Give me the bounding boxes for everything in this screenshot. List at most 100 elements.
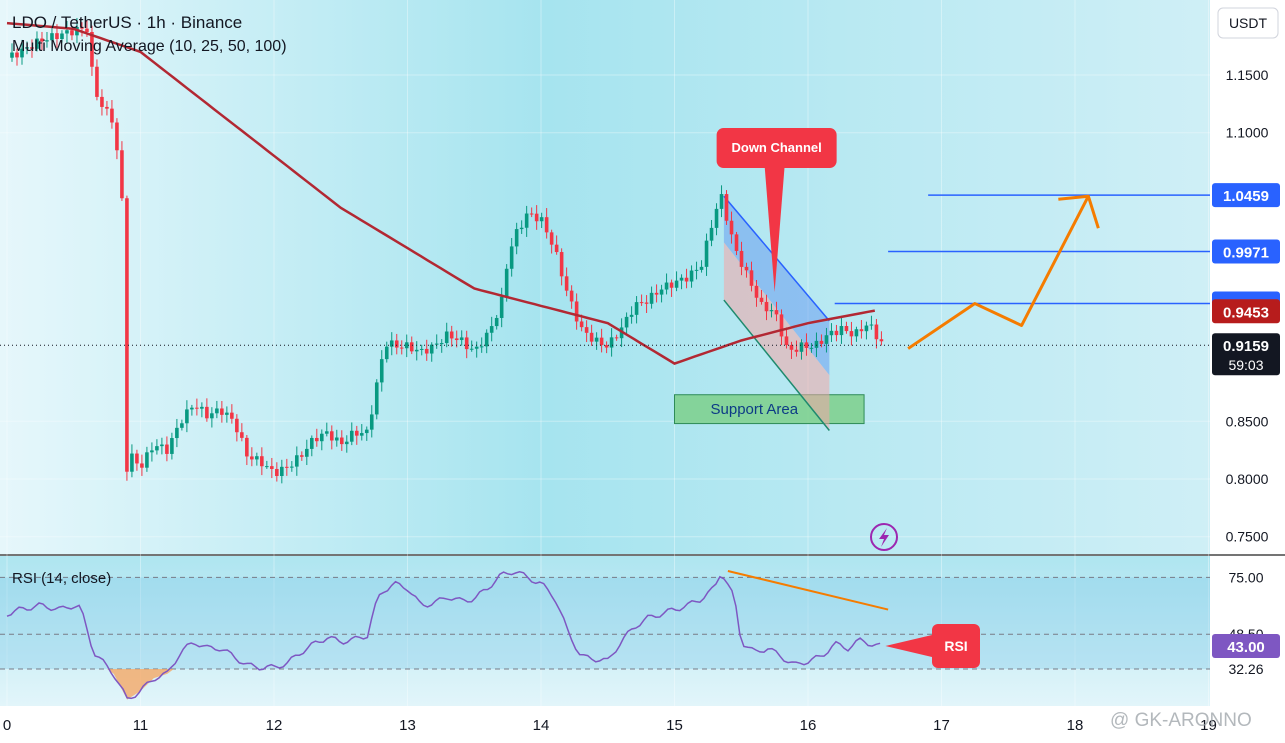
candle-body (854, 329, 859, 337)
candle-body (280, 466, 284, 477)
candle-body (864, 325, 869, 332)
candle-body (319, 433, 324, 442)
candle-body (744, 266, 749, 271)
candle-body (439, 343, 444, 345)
ma-layer (6, 21, 876, 365)
candle-body (190, 407, 194, 410)
candle-body (589, 332, 594, 342)
candle-body (419, 348, 424, 350)
candle-body (145, 452, 149, 468)
candle-body (644, 302, 649, 304)
candle-body (329, 431, 334, 441)
candle-body (594, 337, 599, 342)
candle-body (739, 250, 744, 267)
candle-body (699, 266, 704, 270)
price-label-box (1212, 183, 1280, 208)
candle-body (634, 302, 639, 315)
candle-body (859, 329, 864, 332)
x-tick-label: 16 (800, 717, 817, 734)
countdown-label: 59:03 (1228, 357, 1263, 373)
candle-body (499, 296, 504, 318)
candle-body (529, 213, 534, 215)
x-tick-label: 17 (933, 717, 950, 734)
currency-label: USDT (1229, 15, 1268, 31)
candle-body (724, 194, 729, 221)
currency-button[interactable]: USDT (1217, 7, 1279, 39)
candle-body (70, 30, 74, 36)
candle-body (215, 408, 219, 414)
candle-body (140, 463, 144, 468)
candle-body (494, 317, 499, 327)
candle-body (469, 348, 474, 350)
candle-body (479, 346, 484, 348)
candle-body (185, 409, 189, 424)
candle-body (849, 331, 854, 337)
y-tick-label: 0.8500 (1226, 413, 1269, 429)
candle-body (689, 270, 694, 282)
candle-body (434, 343, 439, 345)
candle-body (155, 446, 159, 451)
candle-body (180, 423, 184, 428)
candle-body (604, 345, 609, 348)
candle-body (275, 468, 279, 477)
candle-body (399, 347, 404, 349)
down-channel-label: Down Channel (731, 140, 821, 155)
down-channel-callout-pointer (764, 166, 785, 292)
candle-body (260, 456, 264, 467)
x-tick-label: 19 (1200, 717, 1217, 734)
price-label-box (1212, 239, 1280, 264)
candle-body (40, 38, 44, 42)
support-area-label: Support Area (711, 401, 799, 418)
candle-body (614, 337, 619, 339)
candle-body (290, 466, 294, 468)
candle-body (774, 310, 779, 315)
candle-body (534, 213, 539, 222)
watermark: @ GK-ARONNO (1110, 710, 1252, 731)
candle-body (85, 28, 89, 33)
candle-body (549, 232, 554, 245)
candle-body (235, 418, 239, 433)
support-area (674, 394, 865, 425)
candle-body (95, 66, 99, 97)
candle-body (230, 412, 234, 419)
candle-body (509, 246, 514, 269)
x-tick-label: 15 (666, 717, 683, 734)
axis-layer: 0 11 12 13 14 15 16 17 18 19 1.1500 1.1000 0.8500 0.8… (3, 67, 1280, 734)
y-tick-label: 1.1500 (1226, 67, 1269, 83)
candle-body (309, 437, 314, 449)
candle-body (669, 282, 674, 288)
down-channel-callout (716, 128, 837, 168)
y-tick-label: 0.8000 (1226, 471, 1269, 487)
annotation-layer: Support Area (674, 195, 865, 431)
candle-body (544, 217, 549, 233)
candle-body (55, 33, 59, 40)
candle-body (255, 456, 259, 460)
candle-body (659, 289, 664, 295)
candle-body (160, 444, 164, 447)
candle-body (125, 198, 129, 472)
candle-body (295, 455, 299, 467)
candle-body (384, 346, 389, 360)
candle-body (714, 208, 719, 228)
candle-body (130, 453, 134, 472)
candle-body (115, 122, 119, 151)
candle-body (424, 348, 429, 354)
price-label: 0.9453 (1223, 304, 1269, 321)
candle-body (210, 413, 214, 419)
candle-body (874, 324, 879, 340)
down-channel-upper-fill (723, 196, 830, 376)
candle-body (270, 466, 274, 469)
candle-body (105, 106, 109, 109)
candle-body (200, 406, 204, 409)
lightning-icon[interactable] (870, 523, 898, 551)
candle-body (794, 349, 799, 352)
candle-body (225, 412, 229, 415)
candle-body (844, 326, 849, 332)
candle-body (20, 48, 24, 58)
candle-body (814, 340, 819, 348)
candle-body (195, 407, 199, 409)
candle-body (65, 30, 69, 34)
candle-body (150, 450, 154, 453)
x-tick-label: 14 (533, 717, 550, 734)
candle-body (389, 340, 394, 347)
